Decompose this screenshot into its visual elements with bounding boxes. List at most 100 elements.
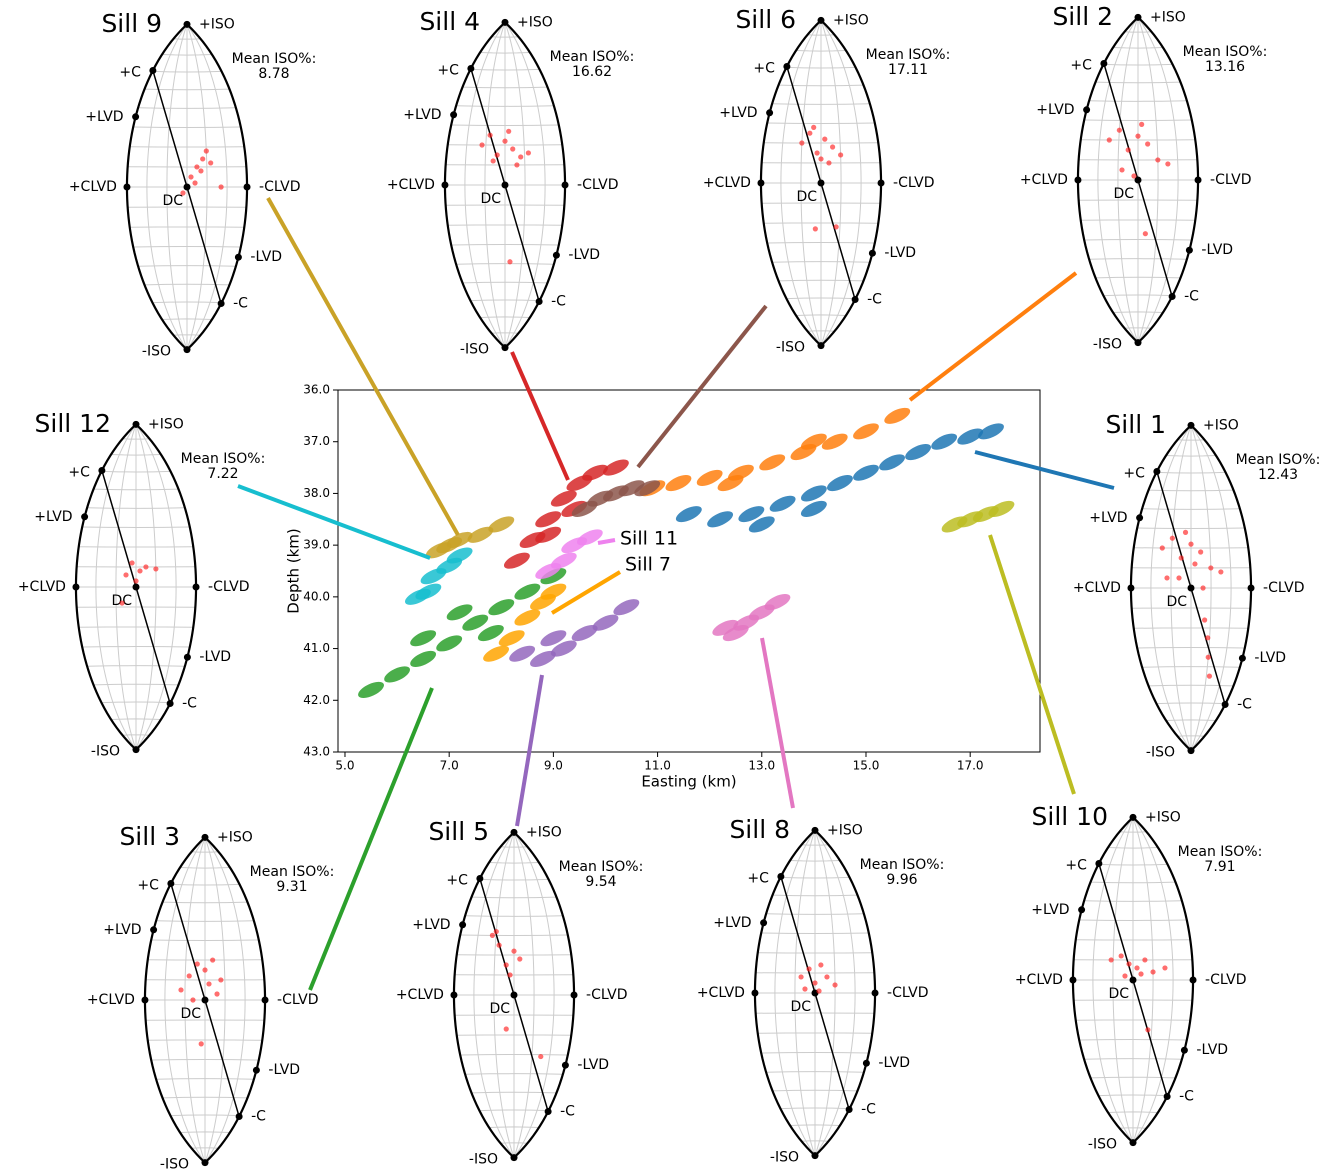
lune-label: +LVD bbox=[85, 109, 123, 125]
lune-label: DC bbox=[480, 191, 501, 207]
event-cloud bbox=[514, 583, 541, 600]
lune-label: +C bbox=[1065, 857, 1087, 873]
event-cloud bbox=[722, 625, 749, 642]
moment-tensor bbox=[143, 564, 149, 570]
lune-node bbox=[862, 1059, 870, 1067]
lune-node bbox=[1134, 339, 1142, 347]
moment-tensor bbox=[1131, 173, 1137, 179]
lune-grid bbox=[786, 66, 856, 69]
event-cloud bbox=[618, 480, 645, 497]
lune-grid bbox=[1156, 471, 1226, 474]
event-cloud bbox=[550, 552, 577, 569]
event-cloud bbox=[550, 490, 577, 507]
lune-label: +ISO bbox=[827, 822, 863, 838]
event-cloud bbox=[665, 475, 692, 492]
lune-node bbox=[817, 342, 825, 350]
lune-label: -ISO bbox=[460, 342, 489, 358]
lune-label: +C bbox=[753, 60, 775, 76]
lune-label: +CLVD bbox=[1015, 972, 1063, 988]
lune-grid bbox=[796, 314, 846, 316]
lune-label: DC bbox=[1166, 594, 1187, 610]
moment-tensor bbox=[833, 224, 839, 230]
event-cloud bbox=[769, 495, 796, 512]
mean-iso-label: Mean ISO%: bbox=[866, 47, 951, 63]
moment-tensor bbox=[838, 152, 844, 158]
lune-grid bbox=[162, 54, 212, 56]
lune-label: +ISO bbox=[199, 16, 235, 32]
lune-grid bbox=[479, 1109, 549, 1112]
lune-node bbox=[851, 296, 859, 304]
moment-tensor bbox=[1135, 133, 1141, 139]
moment-tensor bbox=[487, 132, 493, 138]
event-cloud bbox=[540, 630, 567, 647]
lune-label: DC bbox=[162, 193, 183, 209]
lune-node bbox=[132, 583, 140, 591]
lune-label: -CLVD bbox=[1205, 972, 1246, 988]
lune-label: -CLVD bbox=[208, 579, 249, 595]
moment-tensor bbox=[1162, 965, 1168, 971]
lune-label: +LVD bbox=[1036, 102, 1074, 118]
moment-tensor bbox=[517, 956, 523, 962]
lune-label: +C bbox=[437, 62, 459, 78]
lune-grid bbox=[772, 261, 870, 263]
moment-tensor bbox=[200, 156, 206, 162]
mean-iso-label: Mean ISO%: bbox=[1183, 44, 1268, 60]
lune-label: +LVD bbox=[1031, 902, 1069, 918]
lune-node bbox=[783, 62, 791, 70]
lune-node bbox=[1129, 813, 1137, 821]
y-tick-label: 42.0 bbox=[303, 693, 330, 707]
lune-node bbox=[1136, 514, 1144, 522]
moment-tensor bbox=[812, 980, 818, 986]
lune: +ISO +C +LVD +CLVD DC -CLVD -LVD -C -ISO Sill 5 Me… bbox=[396, 817, 643, 1168]
lune-label: -LVD bbox=[884, 245, 916, 261]
lune-label: +LVD bbox=[412, 917, 450, 933]
event-cloud bbox=[905, 444, 932, 461]
lune-node bbox=[501, 18, 509, 26]
event-cloud bbox=[712, 619, 739, 636]
lune-node bbox=[234, 253, 242, 261]
lune-grid bbox=[170, 1114, 240, 1117]
lune-label: +LVD bbox=[403, 107, 441, 123]
moment-tensor bbox=[490, 158, 496, 164]
lune-grid bbox=[479, 878, 549, 881]
lune-grid bbox=[180, 867, 230, 869]
lune-grid bbox=[138, 107, 236, 109]
mean-iso-value: 17.11 bbox=[888, 62, 928, 78]
moment-tensor bbox=[129, 560, 135, 566]
lune-label: -C bbox=[1237, 697, 1252, 713]
moment-tensor bbox=[137, 568, 143, 574]
moment-tensor bbox=[525, 150, 531, 156]
lune-node bbox=[1187, 747, 1195, 755]
lune-node bbox=[544, 1108, 552, 1116]
lune-grid bbox=[1098, 863, 1168, 866]
moment-tensor bbox=[1159, 545, 1165, 551]
event-cloud bbox=[540, 583, 567, 600]
event-cloud bbox=[550, 640, 577, 657]
lune-label: +CLVD bbox=[396, 987, 444, 1003]
lune-grid bbox=[162, 318, 212, 320]
lune-node bbox=[1129, 1139, 1137, 1147]
lune-label: +ISO bbox=[1150, 9, 1186, 25]
y-tick-label: 36.0 bbox=[303, 383, 330, 397]
lune-grid bbox=[786, 297, 856, 300]
lune: +ISO +C +LVD +CLVD DC -CLVD -LVD -C -ISO Sill 4 Me… bbox=[387, 7, 634, 358]
y-tick-label: 43.0 bbox=[303, 745, 330, 759]
event-cloud bbox=[592, 614, 619, 631]
lune-node bbox=[777, 872, 785, 880]
lune-label: +C bbox=[747, 870, 769, 886]
mean-iso-label: Mean ISO%: bbox=[181, 451, 266, 467]
moment-tensor bbox=[188, 174, 194, 180]
lune-node bbox=[1078, 906, 1086, 914]
lune-node bbox=[141, 996, 149, 1004]
lune: +ISO +C +LVD +CLVD DC -CLVD -LVD -C -ISO Sill 6 Me… bbox=[703, 5, 950, 356]
moment-tensor bbox=[194, 164, 200, 170]
lune-grid bbox=[465, 1073, 563, 1075]
mean-iso-value: 9.54 bbox=[585, 874, 616, 890]
event-cloud bbox=[498, 630, 525, 647]
moment-tensor bbox=[1126, 961, 1132, 967]
moment-tensor bbox=[798, 974, 804, 980]
lune-grid bbox=[152, 301, 222, 304]
lune-node bbox=[501, 181, 509, 189]
lune-label: -ISO bbox=[1146, 745, 1175, 761]
